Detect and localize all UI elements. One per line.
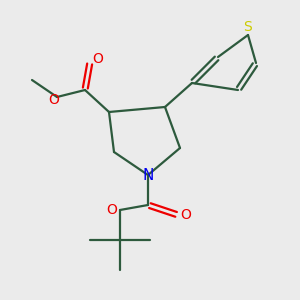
Text: O: O (106, 203, 117, 217)
Text: O: O (49, 93, 59, 107)
Text: N: N (142, 167, 154, 182)
Text: O: O (181, 208, 191, 222)
Text: S: S (244, 20, 252, 34)
Text: O: O (93, 52, 104, 66)
